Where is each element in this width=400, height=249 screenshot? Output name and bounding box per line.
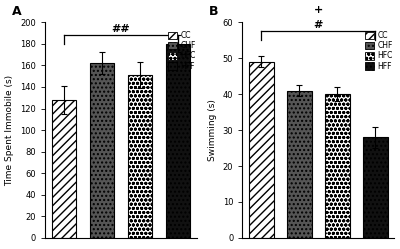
Bar bbox=[287, 91, 312, 238]
Bar bbox=[325, 94, 350, 238]
Text: +: + bbox=[314, 5, 323, 15]
Bar bbox=[52, 100, 76, 238]
Legend: CC, CHF, HFC, HFF: CC, CHF, HFC, HFF bbox=[364, 30, 394, 71]
Y-axis label: Swimming (s): Swimming (s) bbox=[208, 99, 217, 161]
Y-axis label: Time Spent Immobile (s): Time Spent Immobile (s) bbox=[6, 74, 14, 186]
Bar bbox=[249, 62, 274, 238]
Legend: CC, CHF, HFC, HFF: CC, CHF, HFC, HFF bbox=[167, 30, 196, 71]
Bar bbox=[166, 44, 190, 238]
Text: B: B bbox=[209, 5, 218, 18]
Bar bbox=[363, 137, 388, 238]
Bar bbox=[128, 75, 152, 238]
Text: #: # bbox=[314, 20, 323, 30]
Text: ##: ## bbox=[112, 24, 130, 34]
Text: A: A bbox=[12, 5, 21, 18]
Bar bbox=[90, 63, 114, 238]
